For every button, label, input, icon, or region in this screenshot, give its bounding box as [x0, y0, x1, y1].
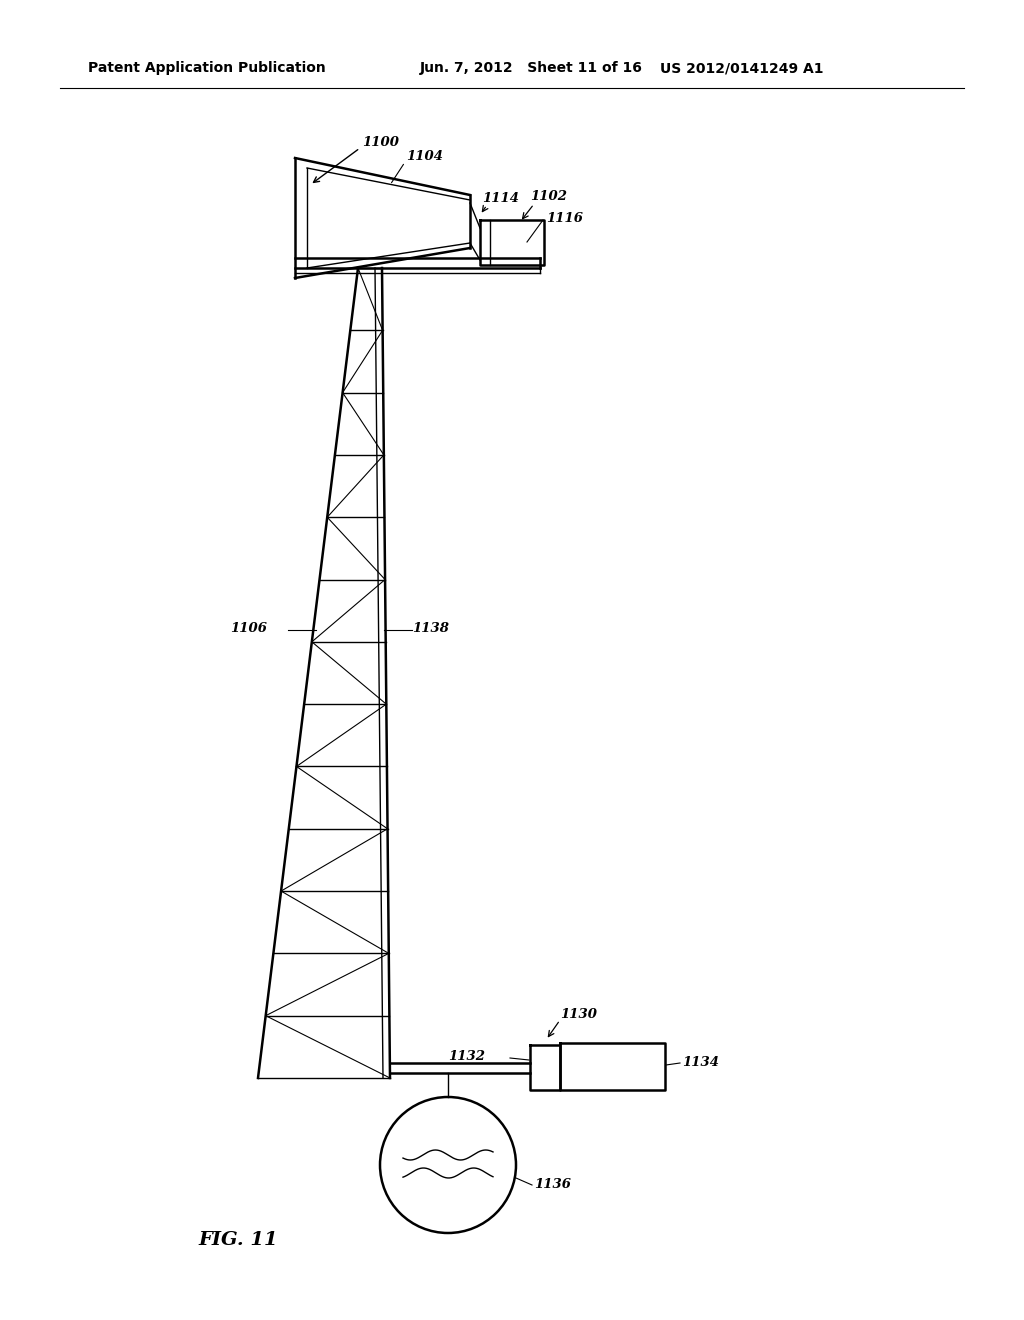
- Text: 1134: 1134: [682, 1056, 719, 1069]
- Text: 1136: 1136: [534, 1179, 571, 1192]
- Text: 1116: 1116: [546, 211, 583, 224]
- Text: 1106: 1106: [230, 622, 267, 635]
- Text: Jun. 7, 2012   Sheet 11 of 16: Jun. 7, 2012 Sheet 11 of 16: [420, 61, 643, 75]
- Text: US 2012/0141249 A1: US 2012/0141249 A1: [660, 61, 823, 75]
- Text: 1132: 1132: [449, 1049, 485, 1063]
- Text: Patent Application Publication: Patent Application Publication: [88, 61, 326, 75]
- Text: 1100: 1100: [362, 136, 399, 149]
- Text: 1102: 1102: [530, 190, 567, 202]
- Text: FIG. 11: FIG. 11: [198, 1232, 278, 1249]
- Text: 1114: 1114: [482, 191, 519, 205]
- Text: 1130: 1130: [560, 1007, 597, 1020]
- Text: 1104: 1104: [406, 150, 443, 164]
- Text: 1138: 1138: [412, 622, 449, 635]
- Circle shape: [380, 1097, 516, 1233]
